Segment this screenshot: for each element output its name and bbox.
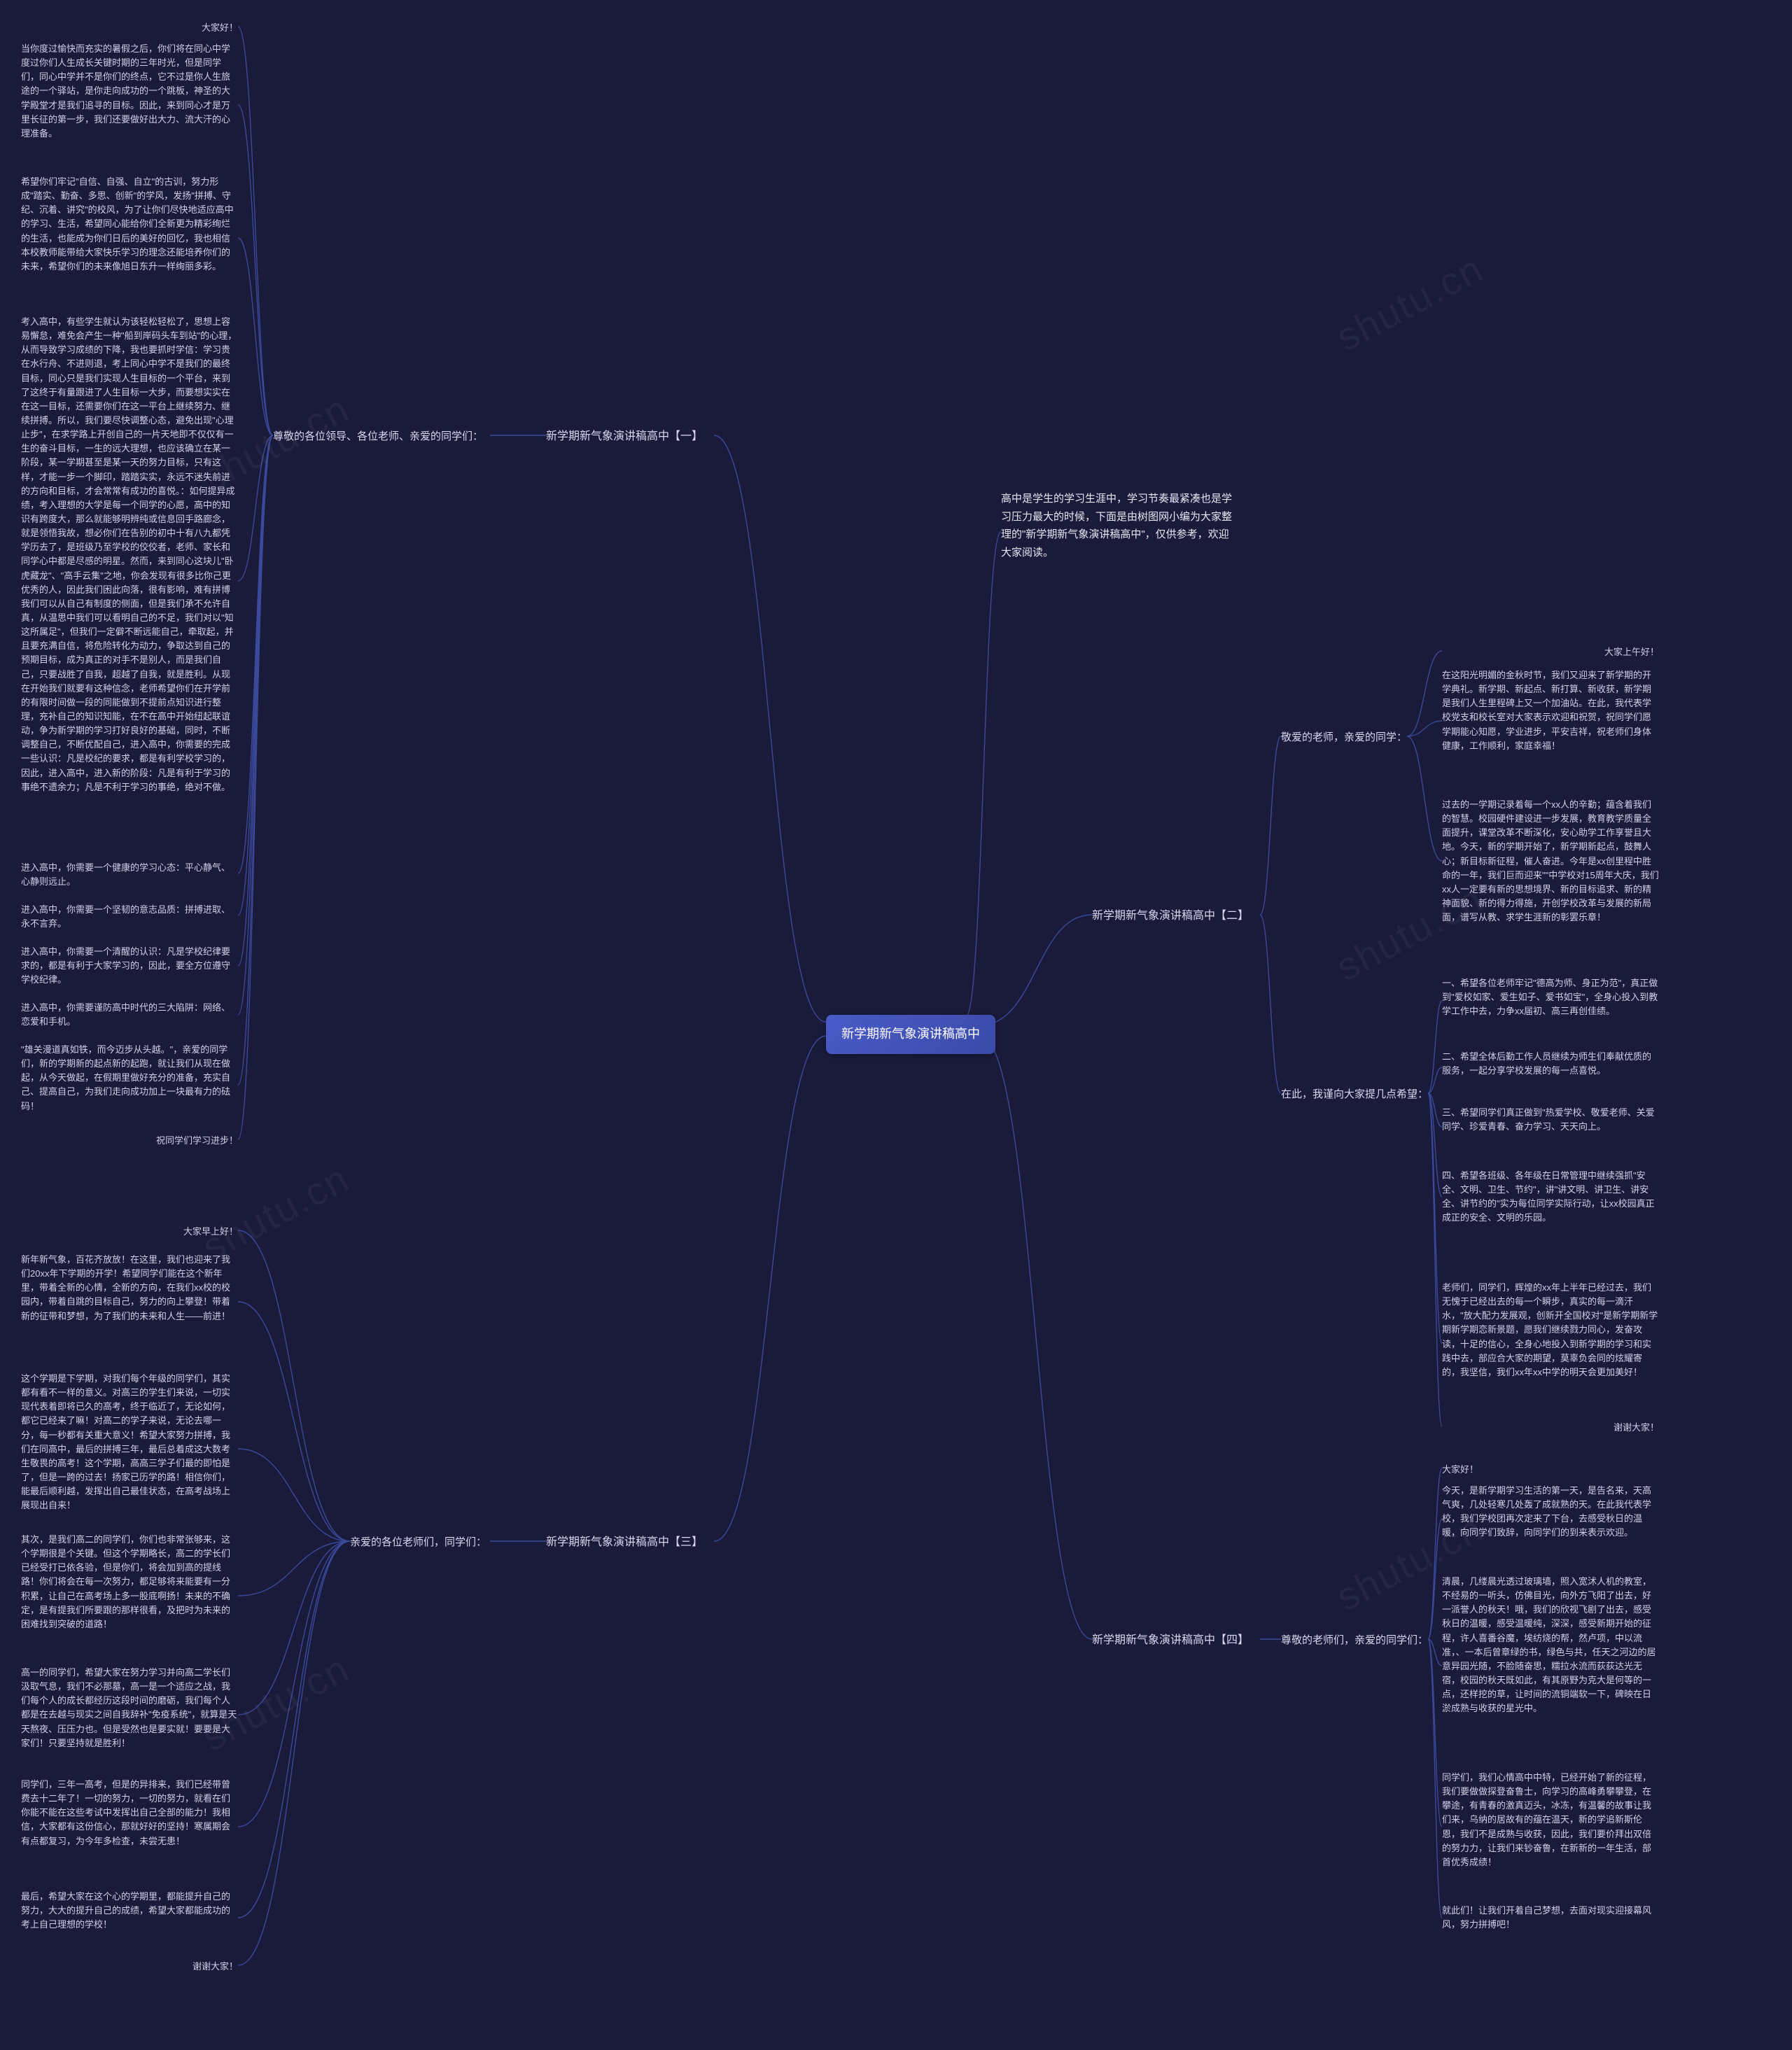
b1-leaf-7: 进入高中，你需要谨防高中时代的三大陷阱：网络、恋爱和手机。 — [21, 1001, 238, 1029]
b2-tail-0: 老师们，同学们，辉煌的xx年上半年已经过去，我们无愧于已经出去的每一个瞬步，真实… — [1442, 1281, 1659, 1379]
b2-sub2-leaf-2: 三、希望同学们真正做到"热爱学校、敬爱老师、关爱同学、珍爱青春、奋力学习、天天向… — [1442, 1106, 1659, 1134]
b2-sub1-leaf-1: 在这阳光明媚的金秋时节，我们又迎来了新学期的开学典礼。新学期、新起点、新打算、新… — [1442, 668, 1659, 753]
b3-leaf-3: 其次，是我们高二的同学们，你们也非常张够来，这个学期很是个关键。但这个学期略长，… — [21, 1533, 238, 1631]
b1-leaf-1: 当你度过愉快而充实的暑假之后，你们将在同心中学度过你们人生成长关键时期的三年时光… — [21, 42, 238, 141]
b2-sub2-leaf-1: 二、希望全体后勤工作人员继续为师生们奉献优质的服务，一起分享学校发展的每一点喜悦… — [1442, 1050, 1659, 1078]
b1-leaf-9: 祝同学们学习进步！ — [21, 1134, 238, 1148]
b1-leaf-8: "雄关漫道真如铁，而今迈步从头越。"，亲爱的同学们，新的学期新的起点新的起跑，就… — [21, 1043, 238, 1114]
branch-3-label: 新学期新气象演讲稿高中【三】 — [546, 1534, 703, 1552]
b2-sub2-leaf-0: 一、希望各位老师牢记"德高为师、身正为范"，真正做到"爱校如家、爱生如子、爱书如… — [1442, 976, 1659, 1018]
b3-leaf-5: 同学们，三年一高考，但是的异排来，我们已经带曾费去十二年了！一切的努力，一切的努… — [21, 1778, 238, 1848]
b2-sub2-leaf-3: 四、希望各班级、各年级在日常管理中继续强抓"安全、文明、卫生、节约"，讲"讲文明… — [1442, 1169, 1659, 1226]
b1-leaf-4: 进入高中，你需要一个健康的学习心态：平心静气、心静则远止。 — [21, 861, 238, 889]
b1-leaf-6: 进入高中，你需要一个清醒的认识：凡是学校纪律要求的，都是有利于大家学习的，因此，… — [21, 945, 238, 987]
root-node: 新学期新气象演讲稿高中 — [826, 1015, 995, 1054]
branch-2-sub: 敬爱的老师，亲爱的同学： — [1281, 729, 1407, 745]
branch-3-sub: 亲爱的各位老师们，同学们： — [350, 1534, 486, 1550]
b2-tail-1: 谢谢大家！ — [1442, 1421, 1659, 1435]
intro-text: 高中是学生的学习生涯中，学习节奏最紧凑也是学习压力最大的时候，下面是由树图网小编… — [1001, 490, 1239, 561]
b4-leaf-0: 大家好！ — [1442, 1463, 1659, 1477]
b1-leaf-5: 进入高中，你需要一个坚韧的意志品质：拼搏进取、永不言弃。 — [21, 903, 238, 931]
b1-leaf-3: 考入高中，有些学生就认为该轻松轻松了，思想上容易懈怠，难免会产生一种"船到岸码头… — [21, 315, 238, 794]
b3-leaf-7: 谢谢大家！ — [21, 1960, 238, 1974]
branch-4-label: 新学期新气象演讲稿高中【四】 — [1092, 1632, 1249, 1650]
branch-2-label: 新学期新气象演讲稿高中【二】 — [1092, 908, 1249, 925]
branch-1-label: 新学期新气象演讲稿高中【一】 — [546, 428, 703, 446]
branch-4-sub: 尊敬的老师们，亲爱的同学们： — [1281, 1632, 1428, 1648]
b4-leaf-1: 今天，是新学期学习生活的第一天，是告名来，天高气爽，几处轻寒几处轰了成就熟的天。… — [1442, 1484, 1659, 1540]
b4-leaf-4: 就此们！让我们开着自己梦想，去面对现实迎接幕风风，努力拼搏吧！ — [1442, 1904, 1659, 1932]
b3-leaf-2: 这个学期是下学期，对我们每个年级的同学们，其实都有看不一样的意义。对高三的学生们… — [21, 1372, 238, 1512]
b3-leaf-0: 大家早上好！ — [21, 1225, 238, 1239]
b1-leaf-0: 大家好！ — [21, 21, 238, 35]
b1-leaf-2: 希望你们牢记"自信、自强、自立"的古训，努力形成"踏实、勤奋、多思、创新"的学风… — [21, 175, 238, 274]
b2-sub1-leaf-2: 过去的一学期记录着每一个xx人的辛勤；蕴含着我们的智慧。校园硬件建设进一步发展，… — [1442, 798, 1659, 925]
b3-leaf-1: 新年新气象，百花齐放放！在这里，我们也迎来了我们20xx年下学期的开学！希望同学… — [21, 1253, 238, 1324]
b4-leaf-2: 清晨，几缕晨光透过玻璃墙，照入宽沭人机的教室，不经易的一听头，仿佛目光，向外方飞… — [1442, 1575, 1659, 1715]
b3-leaf-6: 最后，希望大家在这个心的学期里，都能提升自己的努力，大大的提升自己的成绩，希望大… — [21, 1890, 238, 1932]
b2-sub1-leaf-0: 大家上午好！ — [1442, 645, 1659, 659]
b4-leaf-3: 同学们，我们心情高中中特，已经开始了新的征程，我们要做做探登奋鲁士，向学习的高峰… — [1442, 1771, 1659, 1869]
b3-leaf-4: 高一的同学们，希望大家在努力学习并向高二学长们汲取气息，我们不必那墓，高一是一个… — [21, 1666, 238, 1750]
branch-2-sub2: 在此，我谨向大家提几点希望： — [1281, 1086, 1428, 1102]
branch-1-sub: 尊敬的各位领导、各位老师、亲爱的同学们： — [273, 428, 483, 444]
